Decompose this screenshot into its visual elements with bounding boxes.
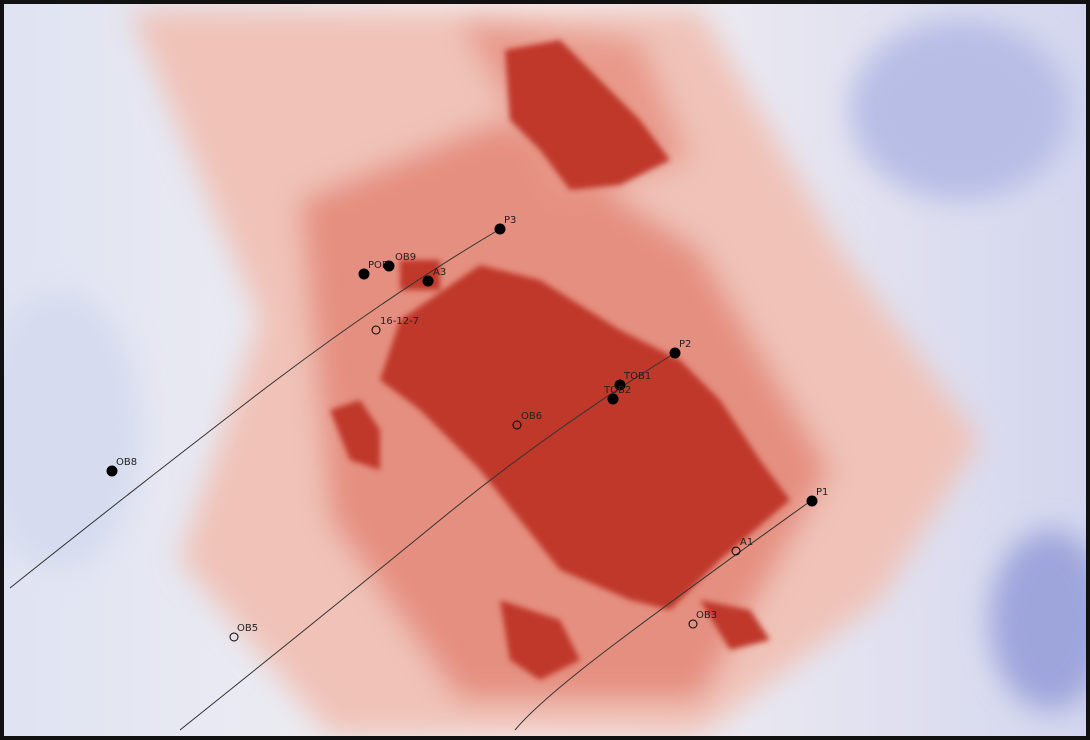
well-label: 16-12-7 [380, 316, 419, 327]
well-marker [358, 268, 370, 280]
well-marker [422, 275, 434, 287]
well-marker [806, 495, 818, 507]
well-label: P1 [816, 487, 828, 498]
well-label: A1 [740, 537, 753, 548]
well-label: P3 [504, 215, 516, 226]
well-label: OB6 [521, 411, 542, 422]
well-label: P2 [679, 339, 691, 350]
well-marker [106, 465, 118, 477]
well-path [9, 228, 501, 589]
well-label: TOB2 [603, 385, 631, 396]
well-label: OB9 [395, 252, 416, 263]
well-marker [607, 393, 619, 405]
well-path [179, 352, 676, 731]
well-path [514, 499, 813, 731]
well-marker [512, 420, 522, 430]
well-marker [731, 546, 741, 556]
well-label: OB3 [696, 610, 717, 621]
well-label: OB8 [116, 457, 137, 468]
well-marker [383, 260, 395, 272]
well-marker [669, 347, 681, 359]
well-label: TOB1 [623, 371, 651, 382]
well-marker [229, 632, 239, 642]
heat-core [330, 40, 790, 680]
well-marker [688, 619, 698, 629]
well-label: OB5 [237, 623, 258, 634]
wells: P3 POB OB9 A3 16-12-7 P2 TOB1 TOB2 OB6 OB8 P1 A1 OB3… [106, 215, 828, 642]
well-label: A3 [433, 267, 446, 278]
well-paths [9, 228, 813, 731]
well-marker [371, 325, 381, 335]
well-marker [494, 223, 506, 235]
well-marker [614, 379, 626, 391]
well-label: POB [368, 260, 389, 271]
